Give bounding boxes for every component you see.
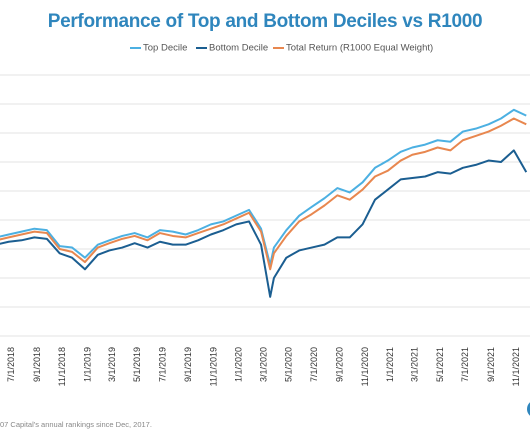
x-tick-label: 7/1/2018 bbox=[6, 347, 16, 382]
x-tick-label: 7/1/2021 bbox=[460, 347, 470, 382]
x-tick-label: 11/1/2018 bbox=[57, 347, 67, 386]
logo bbox=[527, 402, 530, 416]
x-tick-label: 1/1/2020 bbox=[234, 347, 244, 382]
x-tick-label: 1/1/2019 bbox=[82, 347, 92, 382]
x-tick-label: 5/1/2021 bbox=[435, 347, 445, 382]
x-tick-label: 9/1/2018 bbox=[32, 347, 42, 382]
x-tick-label: 9/1/2019 bbox=[183, 347, 193, 382]
series-line bbox=[0, 149, 528, 298]
x-tick-label: 3/1/2020 bbox=[258, 347, 268, 382]
x-tick-label: 3/1/2021 bbox=[410, 347, 420, 382]
x-tick-label: 3/1/2019 bbox=[107, 347, 117, 382]
grid bbox=[0, 74, 530, 337]
x-tick-label: 7/1/2019 bbox=[157, 347, 167, 382]
x-tick-label: 1/1/2021 bbox=[385, 347, 395, 382]
x-tick-label: 5/1/2020 bbox=[284, 347, 294, 382]
legend-label: Top Decile bbox=[143, 43, 187, 54]
series-line bbox=[0, 117, 527, 271]
footnote: 07 Capital's annual rankings since Dec, … bbox=[0, 420, 152, 429]
chart-title: Performance of Top and Bottom Deciles vs… bbox=[48, 11, 483, 32]
legend: Top Decile Bottom Decile Total Return (R10… bbox=[130, 43, 433, 54]
x-tick-label: 9/1/2021 bbox=[486, 347, 496, 382]
x-axis: 7/1/2018 9/1/2018 11/1/2018 1/1/2019 3/1/201… bbox=[6, 347, 521, 386]
x-tick-label: 9/1/2020 bbox=[335, 347, 345, 382]
x-tick-label: 7/1/2020 bbox=[309, 347, 319, 382]
x-tick-label: 11/1/2020 bbox=[360, 347, 370, 386]
lines bbox=[0, 108, 528, 298]
legend-label: Bottom Decile bbox=[209, 43, 268, 54]
legend-label: Total Return (R1000 Equal Weight) bbox=[286, 43, 433, 54]
x-tick-label: 5/1/2019 bbox=[132, 347, 142, 382]
x-tick-label: 11/1/2021 bbox=[511, 347, 521, 386]
x-tick-label: 11/1/2019 bbox=[208, 347, 218, 386]
